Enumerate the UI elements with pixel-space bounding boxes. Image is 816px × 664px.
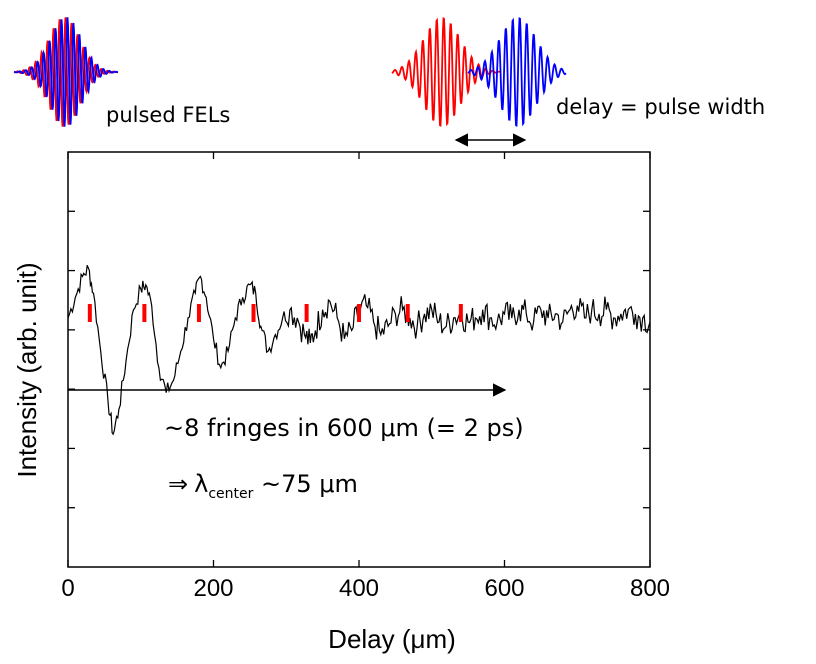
lambda-symbol: λ [194,470,208,498]
blue-pulse [467,16,567,128]
plot-frame [67,151,651,568]
delay-label: delay = pulse width [556,95,765,119]
fringe-marker [458,304,463,322]
red-pulse [13,17,119,127]
intensity-trace [67,264,651,436]
x-tick-label: 200 [193,575,233,602]
lambda-subscript: center [208,486,253,502]
x-tick-label: 600 [484,575,524,602]
y-axis-label: Intensity (arb. unit) [12,262,42,477]
lambda-value: ~75 μm [253,470,358,498]
pulsed-fels-label: pulsed FELs [106,103,230,127]
x-tick-label: 0 [61,575,74,602]
fringe-marker [251,304,256,322]
fringe-marker [405,304,410,322]
fringes-annotation: ~8 fringes in 600 μm (= 2 ps) [164,414,524,442]
fringe-marker [87,304,92,322]
x-tick-labels: 0 200 400 600 800 [61,575,670,602]
pulse-illustration-delayed [391,16,567,128]
lambda-annotation: ⇒ λcenter ~75 μm [168,470,358,502]
implies-arrow: ⇒ [168,470,188,498]
blue-pulse [13,17,119,127]
fringe-marker [304,304,309,322]
x-tick-label: 800 [630,575,670,602]
fringe-markers [87,304,463,322]
pulse-illustration-overlapped [13,17,119,127]
x-axis-label: Delay (μm) [328,624,456,654]
fringe-marker [142,304,147,322]
x-tick-label: 400 [339,575,379,602]
fringe-marker [357,304,361,322]
axis-ticks [67,152,651,567]
fringe-marker [196,304,201,322]
